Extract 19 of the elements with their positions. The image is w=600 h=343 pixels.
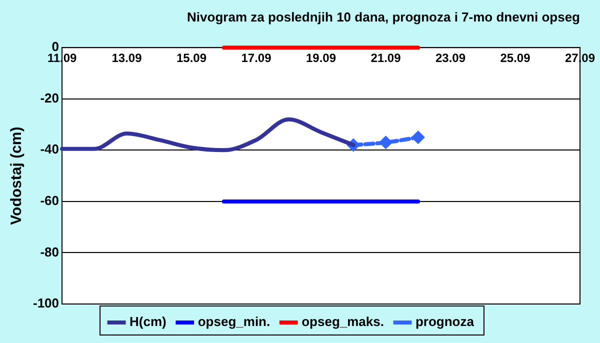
x-tick-label: 25.09 bbox=[500, 51, 531, 66]
y-tick-label: -60 bbox=[40, 193, 60, 208]
x-tick-label: 19.09 bbox=[306, 51, 336, 66]
y-tick-label: -80 bbox=[40, 244, 60, 260]
x-tick-label: 15.09 bbox=[176, 51, 207, 66]
y-axis-title: Vodostaj (cm) bbox=[8, 126, 26, 225]
x-tick-label: 17.09 bbox=[241, 51, 272, 66]
y-tick-label: -20 bbox=[40, 90, 60, 106]
x-tick-label: 21.09 bbox=[370, 51, 402, 66]
y-tick-label: -100 bbox=[32, 296, 60, 311]
y-tick-label: -40 bbox=[40, 142, 60, 157]
y-tick-label: 0 bbox=[52, 39, 60, 54]
x-tick-label: 23.09 bbox=[435, 51, 466, 66]
legend-label: H(cm) bbox=[130, 314, 166, 330]
x-tick-label: 13.09 bbox=[112, 51, 142, 66]
legend-label: prognoza bbox=[415, 314, 475, 330]
chart-title: Nivogram za poslednjih 10 dana, prognoza i 7-mo dnevni opseg bbox=[187, 9, 580, 24]
legend-label: opseg_maks. bbox=[302, 314, 384, 330]
legend-label: opseg_min. bbox=[198, 314, 270, 330]
